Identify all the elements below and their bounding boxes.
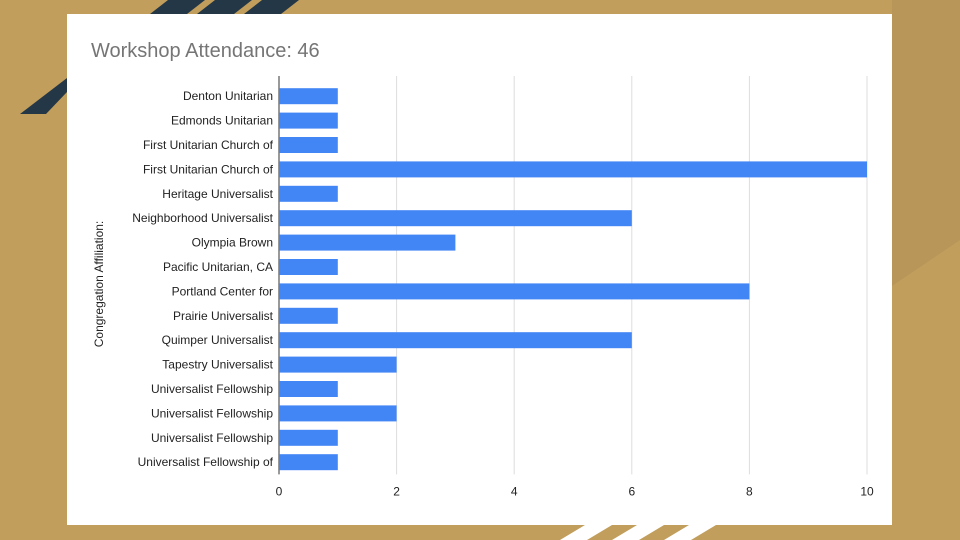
bar [279,405,397,422]
bar-chart: Congregation Affiliation: Denton Unitari… [92,76,874,498]
bar [279,234,456,251]
category-label: Universalist Fellowship [151,382,273,396]
bottom-stripe [560,525,612,540]
x-tick-label: 4 [511,484,518,498]
category-label: Denton Unitarian [183,89,273,103]
bar [279,210,632,227]
category-label: First Unitarian Church of [143,162,274,176]
left-stripe [20,78,67,114]
x-tick-label: 8 [746,484,753,498]
bar [279,161,867,178]
bar [279,356,397,373]
top-stripe [197,0,252,14]
x-tick-label: 2 [393,484,400,498]
x-tick-label: 0 [276,484,283,498]
bar [279,283,750,300]
bar [279,88,338,105]
category-label: First Unitarian Church of [143,138,274,152]
top-stripe [244,0,299,14]
category-label: Pacific Unitarian, CA [163,260,273,274]
bar [279,381,338,397]
bottom-stripe [612,525,664,540]
category-label: Olympia Brown [192,236,273,250]
category-label: Prairie Universalist [173,309,274,323]
category-label: Universalist Fellowship [151,431,273,445]
x-tick-label: 6 [628,484,635,498]
bar [279,307,338,324]
y-axis-label: Congregation Affiliation: [92,221,106,348]
category-label: Portland Center for [172,284,273,298]
bar [279,332,632,349]
chart-title: Workshop Attendance: 46 [91,40,320,62]
bottom-stripe [664,525,716,540]
category-label: Heritage Universalist [162,187,273,201]
top-stripe [150,0,205,14]
category-label: Edmonds Unitarian [171,114,273,128]
category-label: Tapestry Universalist [162,358,273,372]
bar [279,454,338,471]
x-tick-label: 10 [860,484,874,498]
bar [279,112,338,129]
category-label: Universalist Fellowship [151,406,273,420]
bar [279,137,338,153]
chart-card: Workshop Attendance: 46 Congregation Aff… [67,14,892,525]
bar [279,259,338,275]
bar [279,429,338,446]
bar [279,185,338,202]
category-label: Neighborhood Universalist [132,211,273,225]
category-label: Universalist Fellowship of [138,455,274,469]
category-label: Quimper Universalist [162,333,274,347]
right-shape [892,0,960,286]
